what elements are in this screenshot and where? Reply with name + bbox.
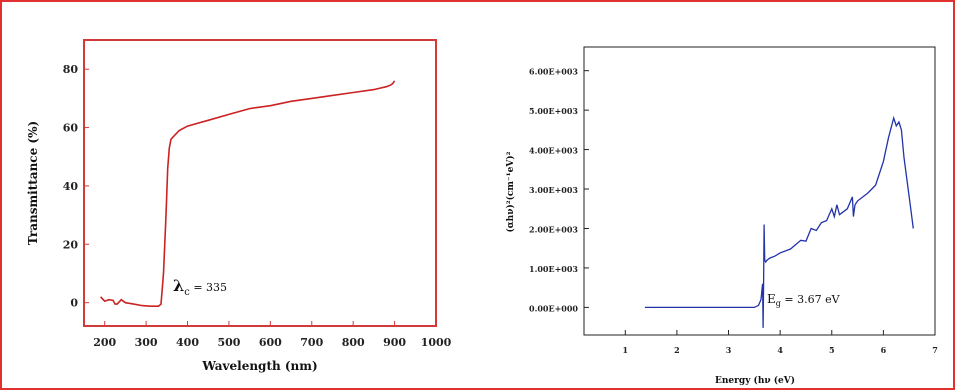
y-tick-label: 6.00E+003 bbox=[529, 67, 578, 77]
cutoff-value: = 335 bbox=[190, 281, 227, 294]
x-tick-label: 7 bbox=[932, 345, 938, 355]
bandgap-annotation: Eg = 3.67 eV bbox=[767, 292, 841, 308]
y-ticks-1: 0 20 40 60 80 bbox=[63, 63, 89, 310]
x-tick-label: 1000 bbox=[421, 336, 452, 349]
x-tick-label: 300 bbox=[135, 336, 158, 349]
transmittance-series-line bbox=[100, 80, 396, 308]
x-tick-label: 600 bbox=[259, 336, 282, 349]
y-tick-label: 20 bbox=[63, 238, 79, 251]
bandgap-subscript: g bbox=[776, 299, 781, 308]
y-tick-label: 0.00E+000 bbox=[529, 303, 578, 313]
tauc-series-line bbox=[644, 115, 914, 328]
x-tick-label: 500 bbox=[217, 336, 240, 349]
x-tick-label: 700 bbox=[300, 336, 323, 349]
y-axis-label-2: (αhν)²(cm⁻¹eV)² bbox=[505, 151, 516, 232]
y-tick-label: 60 bbox=[63, 122, 79, 135]
plot-area-1 bbox=[83, 39, 437, 327]
x-tick-label: 1 bbox=[623, 345, 629, 355]
x-tick-label: 6 bbox=[881, 345, 887, 355]
x-tick-label: 200 bbox=[93, 336, 116, 349]
y-tick-label: 40 bbox=[63, 180, 79, 193]
y-tick-label: 4.00E+003 bbox=[529, 146, 578, 156]
y-tick-label: 5.00E+003 bbox=[529, 106, 578, 116]
y-tick-label: 1.00E+003 bbox=[529, 264, 578, 274]
transmittance-chart: 0 20 40 60 80 200 300 400 500 600 700 800 900 1000 W… bbox=[26, 39, 452, 373]
y-tick-label: 0 bbox=[70, 297, 78, 310]
x-tick-label: 2 bbox=[674, 345, 680, 355]
x-ticks-2: 1 2 3 4 5 6 7 bbox=[623, 330, 938, 355]
y-tick-label: 2.00E+003 bbox=[529, 224, 578, 234]
x-tick-label: 400 bbox=[176, 336, 199, 349]
x-tick-label: 5 bbox=[829, 345, 835, 355]
y-ticks-2: 0.00E+000 1.00E+003 2.00E+003 3.00E+003 4.00… bbox=[529, 67, 589, 313]
x-ticks-1: 200 300 400 500 600 700 800 900 1000 bbox=[93, 321, 452, 349]
x-axis-label-1: Wavelength (nm) bbox=[201, 359, 317, 373]
x-tick-label: 800 bbox=[342, 336, 365, 349]
y-tick-label: 80 bbox=[63, 63, 79, 76]
y-axis-label-1: Transmittance (%) bbox=[26, 121, 40, 245]
y-tick-label: 3.00E+003 bbox=[529, 185, 578, 195]
cutoff-symbol: λ bbox=[173, 276, 184, 295]
x-tick-label: 4 bbox=[777, 345, 783, 355]
x-axis-label-2: Energy (hν (eV) bbox=[715, 375, 795, 386]
cutoff-annotation: λc = 335 bbox=[173, 276, 227, 298]
cutoff-subscript: c bbox=[184, 287, 190, 298]
plot-area-2 bbox=[583, 46, 936, 336]
x-tick-label: 900 bbox=[383, 336, 406, 349]
bandgap-symbol: E bbox=[767, 292, 776, 306]
x-tick-label: 3 bbox=[726, 345, 732, 355]
tauc-chart: 0.00E+000 1.00E+003 2.00E+003 3.00E+003 4.00… bbox=[505, 46, 938, 386]
bandgap-value: = 3.67 eV bbox=[781, 293, 841, 306]
